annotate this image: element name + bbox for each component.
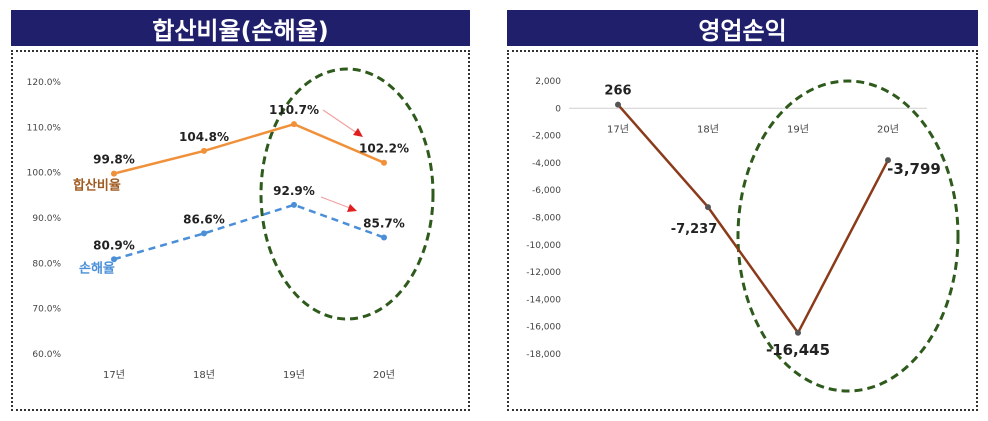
- trend-arrow-line: [322, 109, 358, 134]
- data-label: 92.9%: [273, 184, 315, 198]
- y-tick-label: -4,000: [532, 159, 561, 169]
- x-tick-label: 20년: [877, 123, 899, 135]
- data-point: [381, 234, 387, 241]
- operating-profit-chart-frame: [507, 50, 978, 411]
- x-tick-label: 17년: [103, 369, 125, 381]
- trend-arrow-head: [353, 128, 363, 137]
- y-tick-label: -12,000: [526, 268, 561, 278]
- data-label: 266: [604, 84, 631, 99]
- data-label: 99.8%: [93, 153, 135, 167]
- data-point: [381, 159, 387, 166]
- data-label: 86.6%: [183, 212, 225, 226]
- data-point: [291, 121, 297, 128]
- x-tick-label: 18년: [697, 123, 719, 135]
- trend-arrow-line: [320, 196, 351, 209]
- data-point: [615, 101, 621, 108]
- loss-ratio-line: [113, 203, 385, 261]
- x-tick-label: 19년: [787, 123, 809, 135]
- y-tick-label: 2,000: [535, 77, 561, 87]
- operating-profit-title: 영업손익: [507, 10, 978, 46]
- series-label-combined: 합산비율: [73, 177, 121, 193]
- y-tick-label: 90.0%: [32, 214, 61, 224]
- data-point: [291, 201, 297, 208]
- data-label: -16,445: [766, 341, 830, 359]
- data-point: [795, 329, 801, 336]
- data-label: -3,799: [887, 160, 941, 178]
- y-tick-label: 120.0%: [27, 78, 62, 88]
- x-tick-label: 19년: [283, 369, 305, 381]
- data-label: 80.9%: [93, 238, 135, 252]
- y-tick-label: -6,000: [532, 186, 561, 196]
- y-tick-label: -16,000: [526, 323, 561, 333]
- y-tick-label: 80.0%: [32, 259, 61, 269]
- data-point: [885, 157, 891, 164]
- x-tick-label: 17년: [607, 123, 629, 135]
- data-point: [201, 147, 207, 154]
- operating-profit-line: [617, 103, 890, 336]
- x-tick-label: 18년: [193, 369, 215, 381]
- y-tick-label: 60.0%: [32, 350, 61, 360]
- combined-ratio-chart: 60.0% 70.0% 80.0% 90.0% 100.0% 110.0% 120.0% 17…: [27, 67, 435, 381]
- y-tick-label: -10,000: [526, 241, 561, 251]
- y-tick-label: 0: [555, 104, 561, 114]
- highlight-ellipse: [259, 67, 435, 321]
- y-tick-label: -18,000: [526, 350, 561, 360]
- data-label: -7,237: [671, 222, 718, 237]
- series-label-loss: 손해율: [79, 260, 115, 276]
- y-tick-label: 70.0%: [32, 305, 61, 315]
- y-tick-label: 100.0%: [27, 169, 62, 179]
- combined-ratio-title: 합산비율(손해율): [11, 10, 470, 46]
- data-point: [111, 256, 117, 263]
- y-tick-label: -14,000: [526, 295, 561, 305]
- data-label: 104.8%: [179, 130, 229, 144]
- data-label: 110.7%: [269, 103, 319, 117]
- operating-profit-chart: 2,000 0 -2,000 -4,000 -6,000 -8,000 -10,000 -12…: [526, 77, 960, 393]
- combined-ratio-line: [113, 122, 385, 175]
- trend-arrow-head: [347, 204, 357, 212]
- data-point: [201, 230, 207, 237]
- y-tick-label: 110.0%: [27, 123, 62, 133]
- data-point: [111, 170, 117, 177]
- highlight-ellipse: [736, 79, 960, 393]
- data-label: 102.2%: [359, 142, 409, 156]
- y-tick-label: -2,000: [532, 132, 561, 142]
- y-tick-label: -8,000: [532, 214, 561, 224]
- data-label: 85.7%: [363, 216, 405, 230]
- data-point: [705, 204, 711, 211]
- x-tick-label: 20년: [373, 369, 395, 381]
- combined-ratio-chart-frame: [11, 50, 470, 411]
